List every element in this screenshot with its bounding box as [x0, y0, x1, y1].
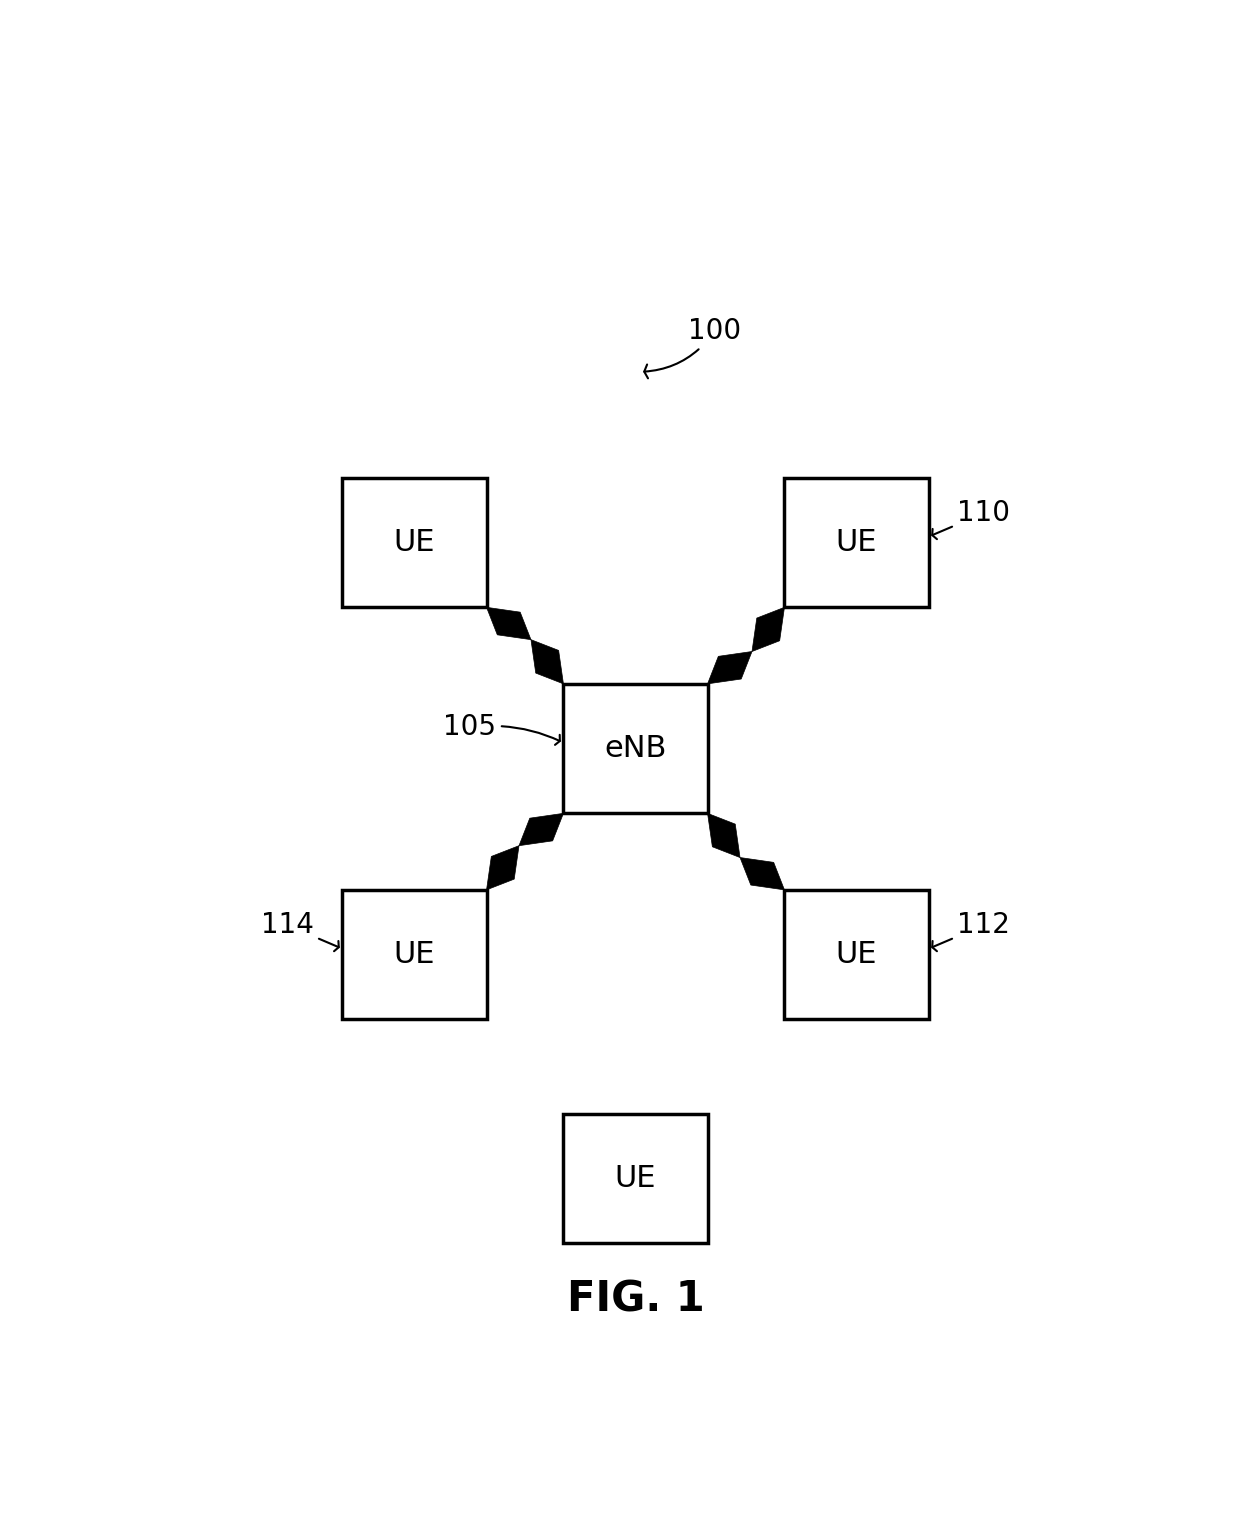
Polygon shape [740, 858, 785, 890]
Polygon shape [486, 846, 520, 890]
Text: UE: UE [615, 1164, 656, 1193]
Text: 112: 112 [932, 911, 1011, 951]
Bar [785, 479, 929, 607]
Text: eNB: eNB [604, 734, 667, 763]
Text: FIG. 1: FIG. 1 [567, 1278, 704, 1321]
Text: 114: 114 [260, 911, 339, 951]
Bar [785, 890, 929, 1020]
Text: 100: 100 [645, 317, 742, 378]
Bar [563, 683, 708, 813]
Polygon shape [531, 639, 563, 683]
Polygon shape [520, 813, 563, 846]
Text: UE: UE [394, 940, 435, 969]
Text: UE: UE [836, 528, 877, 557]
Polygon shape [486, 607, 531, 639]
Polygon shape [708, 651, 751, 683]
Bar [342, 479, 486, 607]
Bar [563, 1113, 708, 1243]
Bar [342, 890, 486, 1020]
Text: 110: 110 [932, 498, 1011, 540]
Polygon shape [708, 813, 740, 858]
Text: UE: UE [394, 528, 435, 557]
Polygon shape [751, 607, 785, 651]
Text: 105: 105 [443, 714, 560, 745]
Text: UE: UE [836, 940, 877, 969]
